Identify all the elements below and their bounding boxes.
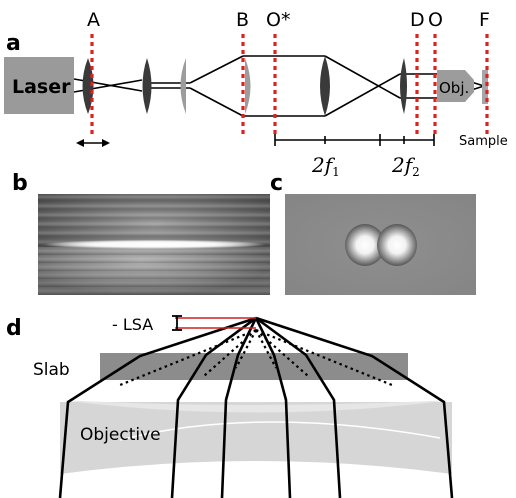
panel-a-letter: a [6,31,21,56]
lens-f2 [400,58,407,114]
objective-d-label: Objective [80,425,161,445]
focal-scale-bar [275,134,434,146]
lens-2 [143,58,152,114]
beam-line-bright [43,240,266,248]
beam-paths [74,56,484,116]
plane-label-o: O [428,9,443,31]
laser-label: Laser [12,76,71,98]
beam-photo-lower [38,247,270,295]
panel-b-letter: b [12,171,28,196]
plane-label-b: B [236,9,249,31]
translation-arrow [76,139,110,147]
lens-f1 [320,56,330,116]
plane-label-d: D [410,9,425,31]
plane-label-a: A [87,9,100,31]
beam-line [190,88,243,116]
lens-b [245,58,251,114]
sample-label: Sample [459,134,508,149]
beam-line [325,56,400,98]
beam-photo-b [38,194,270,295]
focal-2f1-label: 2f1 [311,153,340,179]
plane-label-f: F [479,9,490,31]
beam-line [190,56,243,83]
focal-2f2-label: 2f2 [391,153,420,179]
panel-c-letter: c [270,171,283,196]
objective-label: Obj. [439,79,469,97]
lens-3 [181,58,187,114]
slab-rect [100,353,408,380]
lsa-label: - LSA [112,315,153,334]
spot-right [377,224,417,266]
plane-label-ostar: O* [266,9,290,31]
beam-line [325,74,400,116]
panel-d-letter: d [6,316,22,341]
slab-label: Slab [33,360,70,380]
double-spot-photo-c [285,194,476,295]
